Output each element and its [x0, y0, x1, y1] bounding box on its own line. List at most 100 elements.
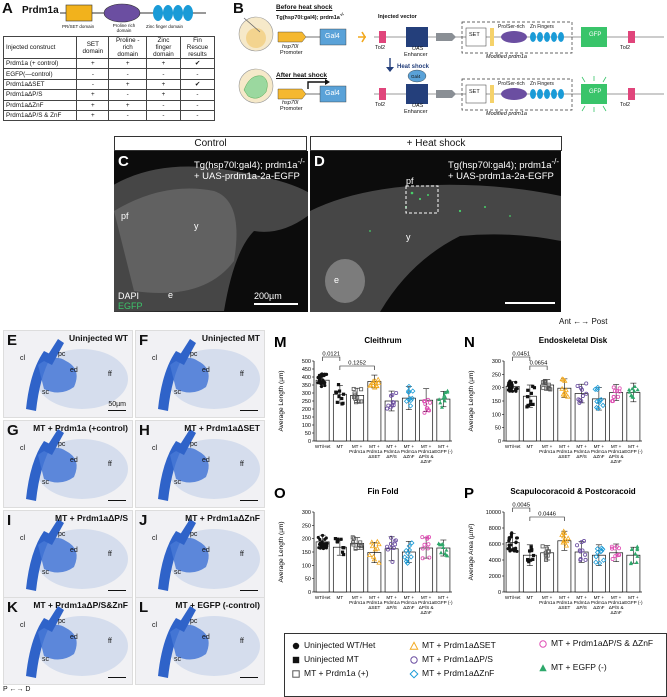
- embryo-before-icon: [238, 16, 274, 52]
- data-point: [351, 386, 356, 391]
- data-point: [507, 536, 511, 540]
- chart-title: Scapulocoracoid & Postcoracoid: [510, 487, 635, 496]
- data-point: [634, 560, 639, 565]
- pro-label-before: Pro/Ser-rich: [498, 24, 525, 30]
- data-point: [358, 540, 363, 545]
- data-point: [609, 546, 614, 551]
- legend-item: MT + Prdm1a (+): [291, 668, 369, 679]
- panel-letter-g: G: [7, 422, 19, 439]
- data-point: [559, 532, 565, 537]
- label-pc: pc: [190, 351, 198, 358]
- chart-o: O Fin Fold Average Length (µm) 0 50 100 150 200…: [274, 485, 453, 615]
- bar-group: [419, 388, 434, 442]
- label-sc: sc: [174, 479, 181, 486]
- header-set: SET domain: [76, 36, 110, 59]
- data-point: [560, 376, 566, 382]
- data-point: [420, 546, 425, 551]
- y-tick-label: 250: [302, 399, 311, 405]
- before-genotype: Tg(hsp70l:gal4); prdm1a-/-: [276, 12, 345, 21]
- bar-group: [574, 381, 589, 442]
- data-point: [376, 559, 382, 565]
- gfp-label-before: GFP: [589, 32, 602, 38]
- x-tick-label: MT + Prdm1a ΔZnF: [591, 595, 608, 610]
- data-point: [322, 542, 327, 546]
- data-point: [376, 379, 382, 385]
- p-value-label: 0.0654: [530, 361, 549, 367]
- x-tick-label: MT + Prdm1a ΔSET: [366, 444, 383, 459]
- data-point: [542, 379, 547, 384]
- promoter-label-after: Promoter: [280, 106, 303, 112]
- data-point: [367, 382, 373, 388]
- data-point: [526, 388, 530, 392]
- bar-group: [419, 535, 434, 593]
- data-point: [529, 391, 533, 395]
- panel-title: Uninjected MT: [201, 333, 260, 343]
- label-cl: cl: [20, 445, 26, 452]
- data-point: [629, 393, 634, 398]
- data-point: [441, 396, 446, 400]
- label-pf: pf: [121, 211, 129, 221]
- legend-box: Uninjected WT/Het Uninjected MT MT + Prdm1…: [284, 633, 667, 697]
- data-point: [612, 546, 617, 551]
- data-point: [635, 547, 640, 552]
- chart-title: Cleithrum: [364, 336, 401, 345]
- bar-group: [384, 390, 399, 442]
- label-ed: ed: [202, 547, 210, 554]
- legend-item: Uninjected MT: [291, 654, 359, 665]
- data-point: [613, 554, 618, 559]
- data-point: [508, 549, 512, 553]
- panel-letter-b: B: [233, 0, 244, 17]
- data-point: [321, 381, 325, 385]
- data-point: [507, 543, 511, 547]
- proline-domain-shape: [103, 3, 141, 23]
- data-point: [444, 548, 449, 552]
- panel-letter-m: M: [274, 334, 287, 351]
- y-axis-label: Average Length (µm): [278, 370, 285, 431]
- legend-marker-icon: [292, 642, 300, 649]
- data-point: [611, 385, 616, 390]
- legend-item: MT + Prdm1aΔP/S: [409, 654, 493, 665]
- label-pf-d: pf: [406, 176, 414, 186]
- label-cl: cl: [152, 445, 158, 452]
- fin-cartilage-drawing: [158, 339, 260, 411]
- chart-title: Fin Fold: [367, 487, 398, 496]
- data-point: [408, 554, 414, 560]
- data-point: [510, 383, 514, 387]
- data-point: [632, 384, 637, 389]
- data-point: [353, 396, 358, 401]
- scale-label-c: 200µm: [254, 291, 282, 301]
- y-tick-label: 0: [498, 439, 501, 445]
- hsp70l-label-after: hsp70l: [282, 100, 299, 106]
- data-point: [543, 380, 548, 385]
- gal4-box-before: [319, 28, 347, 46]
- data-point: [341, 392, 346, 396]
- scale-bar: [108, 676, 126, 678]
- tol2-right-label-after: Tol2: [620, 102, 631, 108]
- label-ff: ff: [108, 638, 112, 645]
- data-point: [543, 550, 548, 555]
- data-point: [336, 383, 341, 387]
- y-tick-label: 400: [302, 375, 311, 381]
- data-point: [317, 546, 321, 550]
- label-ed: ed: [70, 634, 78, 641]
- data-point: [406, 383, 412, 390]
- bar-group: [350, 386, 365, 442]
- panel-title: MT + EGFP (-control): [175, 600, 260, 610]
- x-tick-label: MT + Prdm1a ΔZnF: [401, 444, 418, 459]
- data-point: [406, 543, 412, 549]
- data-point: [531, 557, 535, 561]
- data-point: [627, 387, 632, 392]
- data-point: [595, 384, 601, 391]
- scale-bar: [240, 499, 258, 501]
- data-point: [611, 394, 616, 399]
- data-point: [594, 549, 601, 556]
- data-point: [437, 397, 442, 402]
- data-point: [616, 394, 621, 399]
- significance-bracket: 0.1252: [339, 361, 375, 370]
- label-y: y: [194, 221, 199, 231]
- data-point: [514, 380, 518, 384]
- data-point: [596, 560, 603, 566]
- legend-item: MT + Prdm1aΔP/S & ΔZnF: [538, 638, 656, 649]
- x-tick-label: MT + Prdm1a ΔP/S & ΔZnF: [608, 444, 625, 464]
- y-tick-label: 350: [302, 383, 311, 389]
